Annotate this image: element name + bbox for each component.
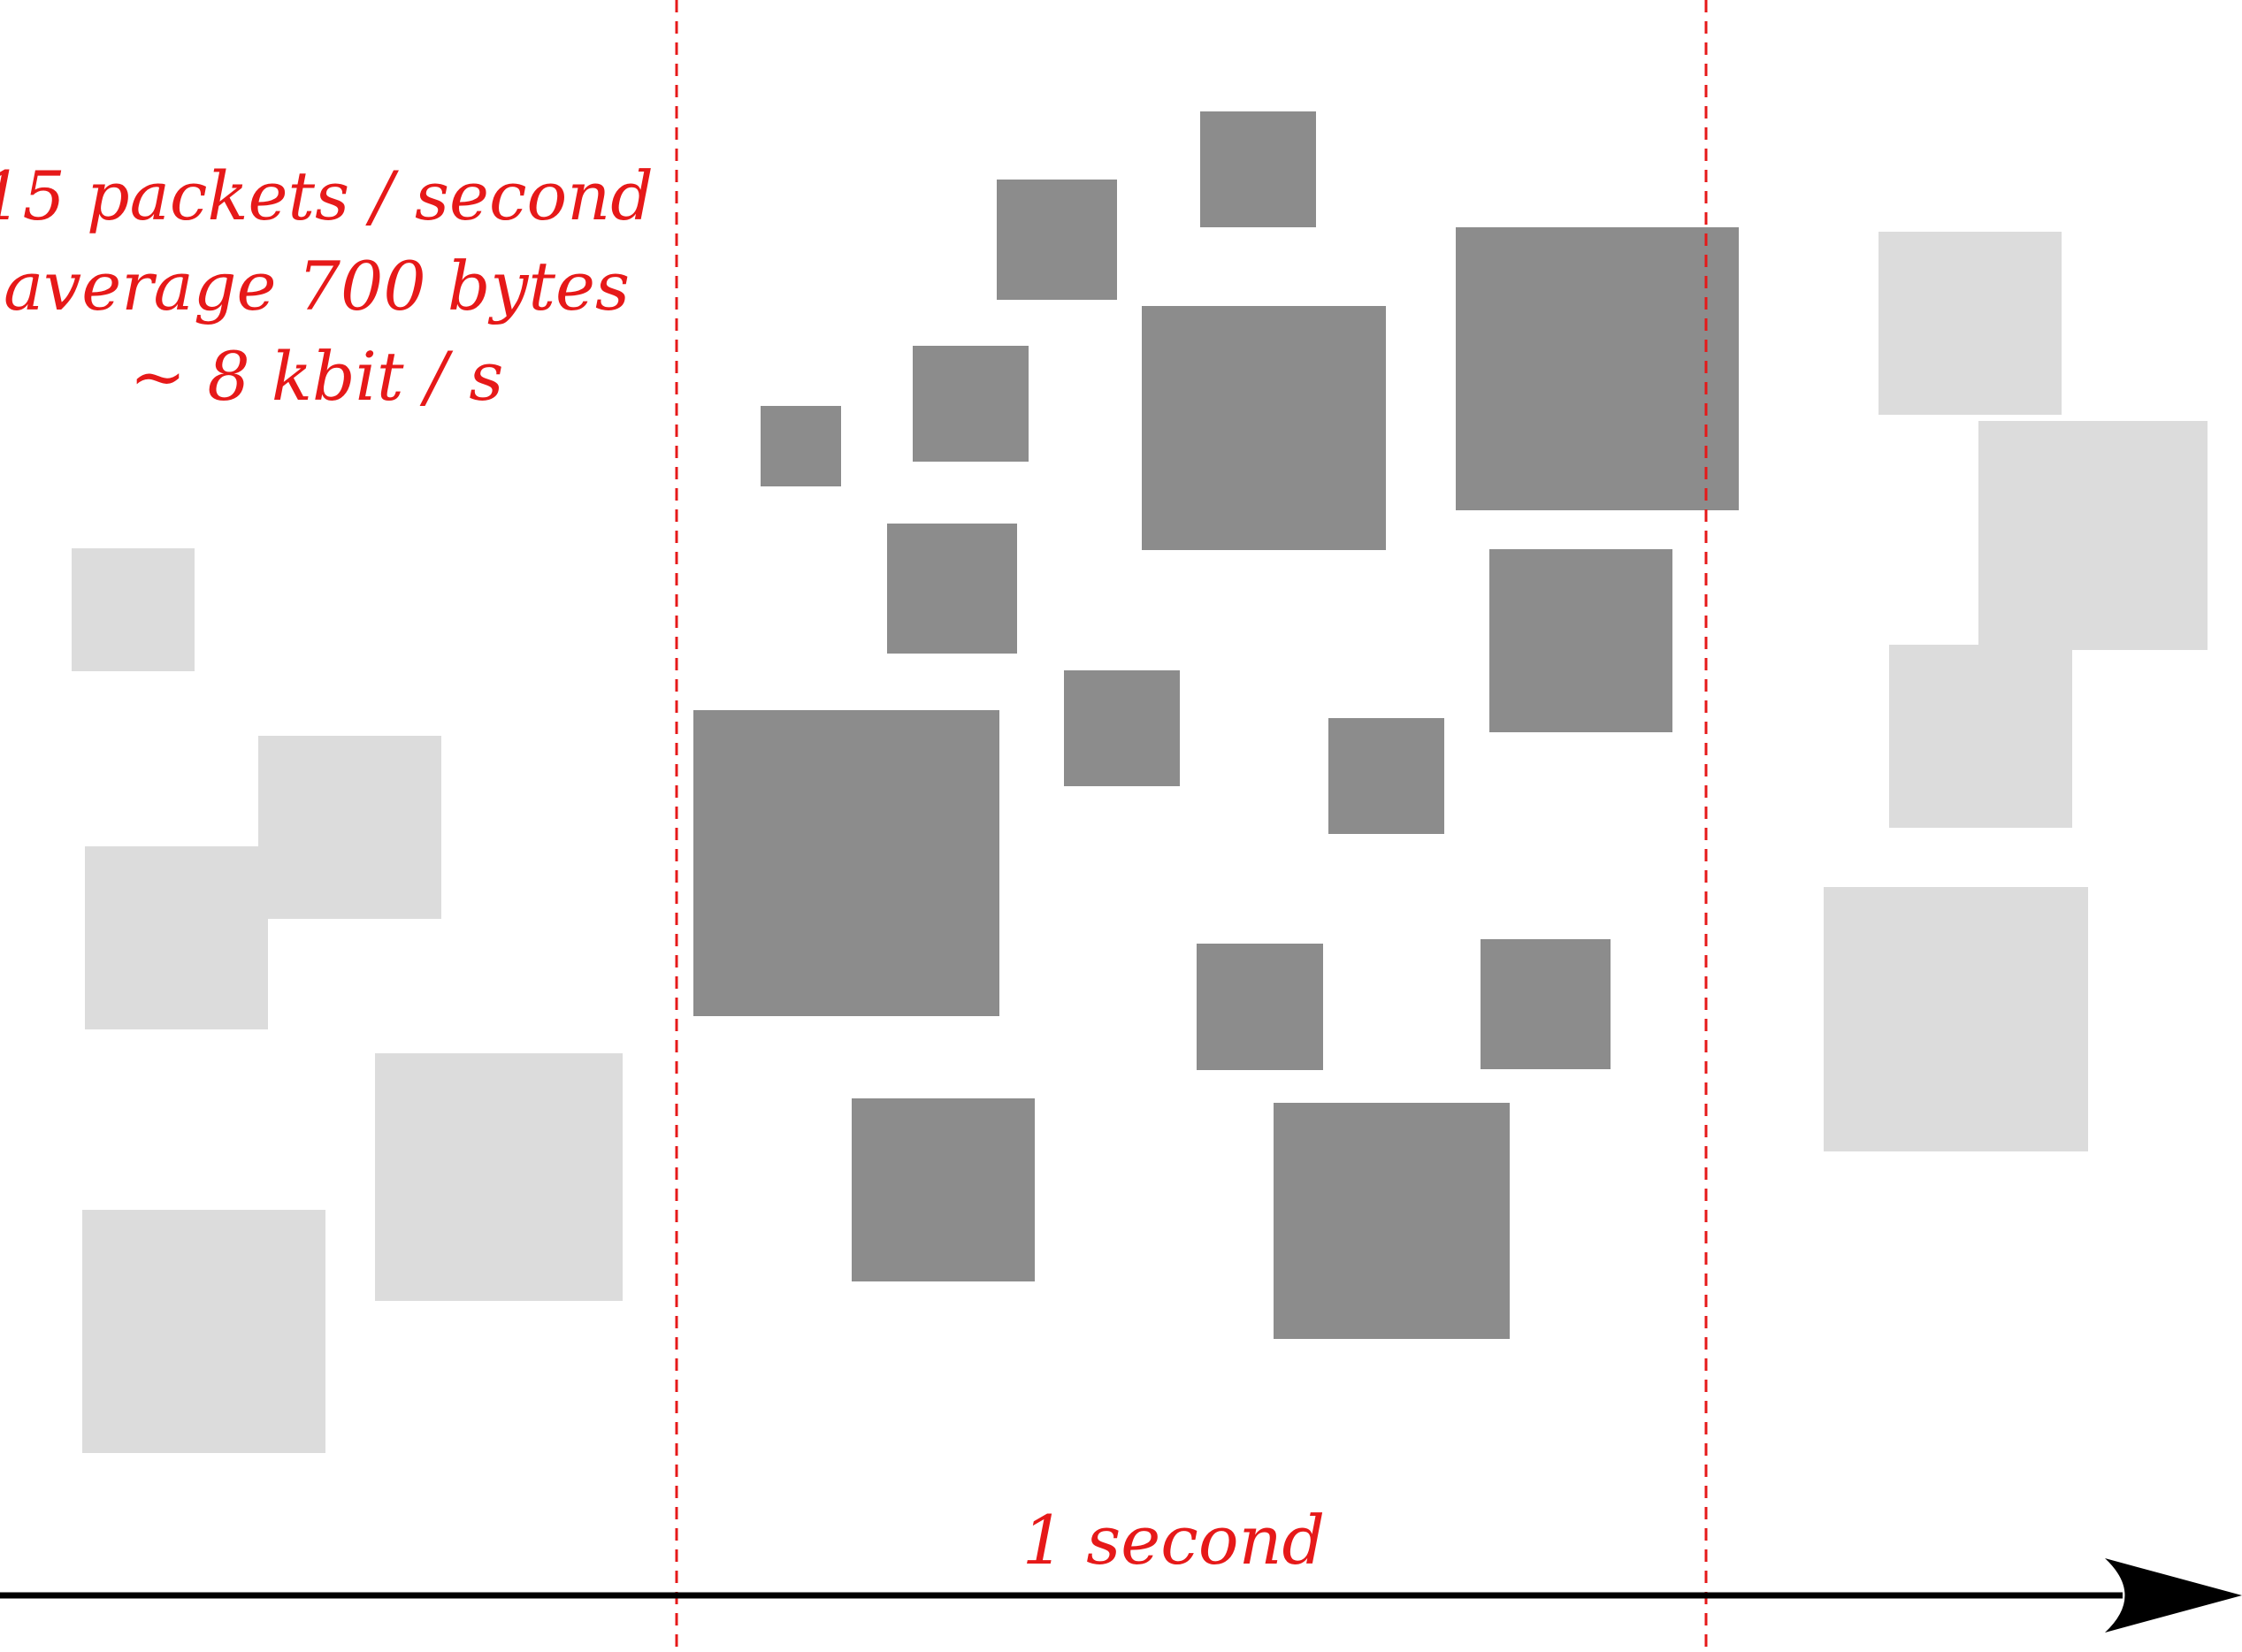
window-label: 1 second xyxy=(1022,1501,1325,1579)
packet xyxy=(887,524,1017,654)
packet xyxy=(913,346,1029,462)
packet xyxy=(1064,670,1180,786)
rate-line-3: ~ 8 kbit / s xyxy=(130,337,504,416)
packets-outside-right xyxy=(1824,232,2208,1151)
packet xyxy=(1200,111,1316,227)
rate-line-2: average 700 bytes xyxy=(4,247,630,325)
arrowhead-icon xyxy=(2105,1558,2242,1633)
packet xyxy=(82,1210,325,1453)
packet xyxy=(1978,421,2208,650)
packet xyxy=(375,1053,623,1301)
packet xyxy=(761,406,841,486)
packet xyxy=(1889,645,2072,828)
packet xyxy=(1879,232,2062,415)
rate-line-1: 15 packets / second xyxy=(0,157,654,235)
packet xyxy=(1328,718,1444,834)
packets-in-window xyxy=(693,111,1739,1339)
packet xyxy=(1274,1103,1510,1339)
packet xyxy=(85,846,268,1029)
packet xyxy=(1824,887,2088,1151)
packet xyxy=(72,548,195,671)
packet xyxy=(1142,306,1386,550)
packet xyxy=(1489,549,1672,732)
packet xyxy=(852,1098,1035,1281)
packet xyxy=(258,736,441,919)
packet xyxy=(997,180,1117,300)
packet xyxy=(1456,227,1739,510)
packet xyxy=(1197,944,1323,1070)
packet xyxy=(1481,939,1611,1069)
packets-outside-left xyxy=(72,548,623,1453)
packet xyxy=(693,710,999,1016)
